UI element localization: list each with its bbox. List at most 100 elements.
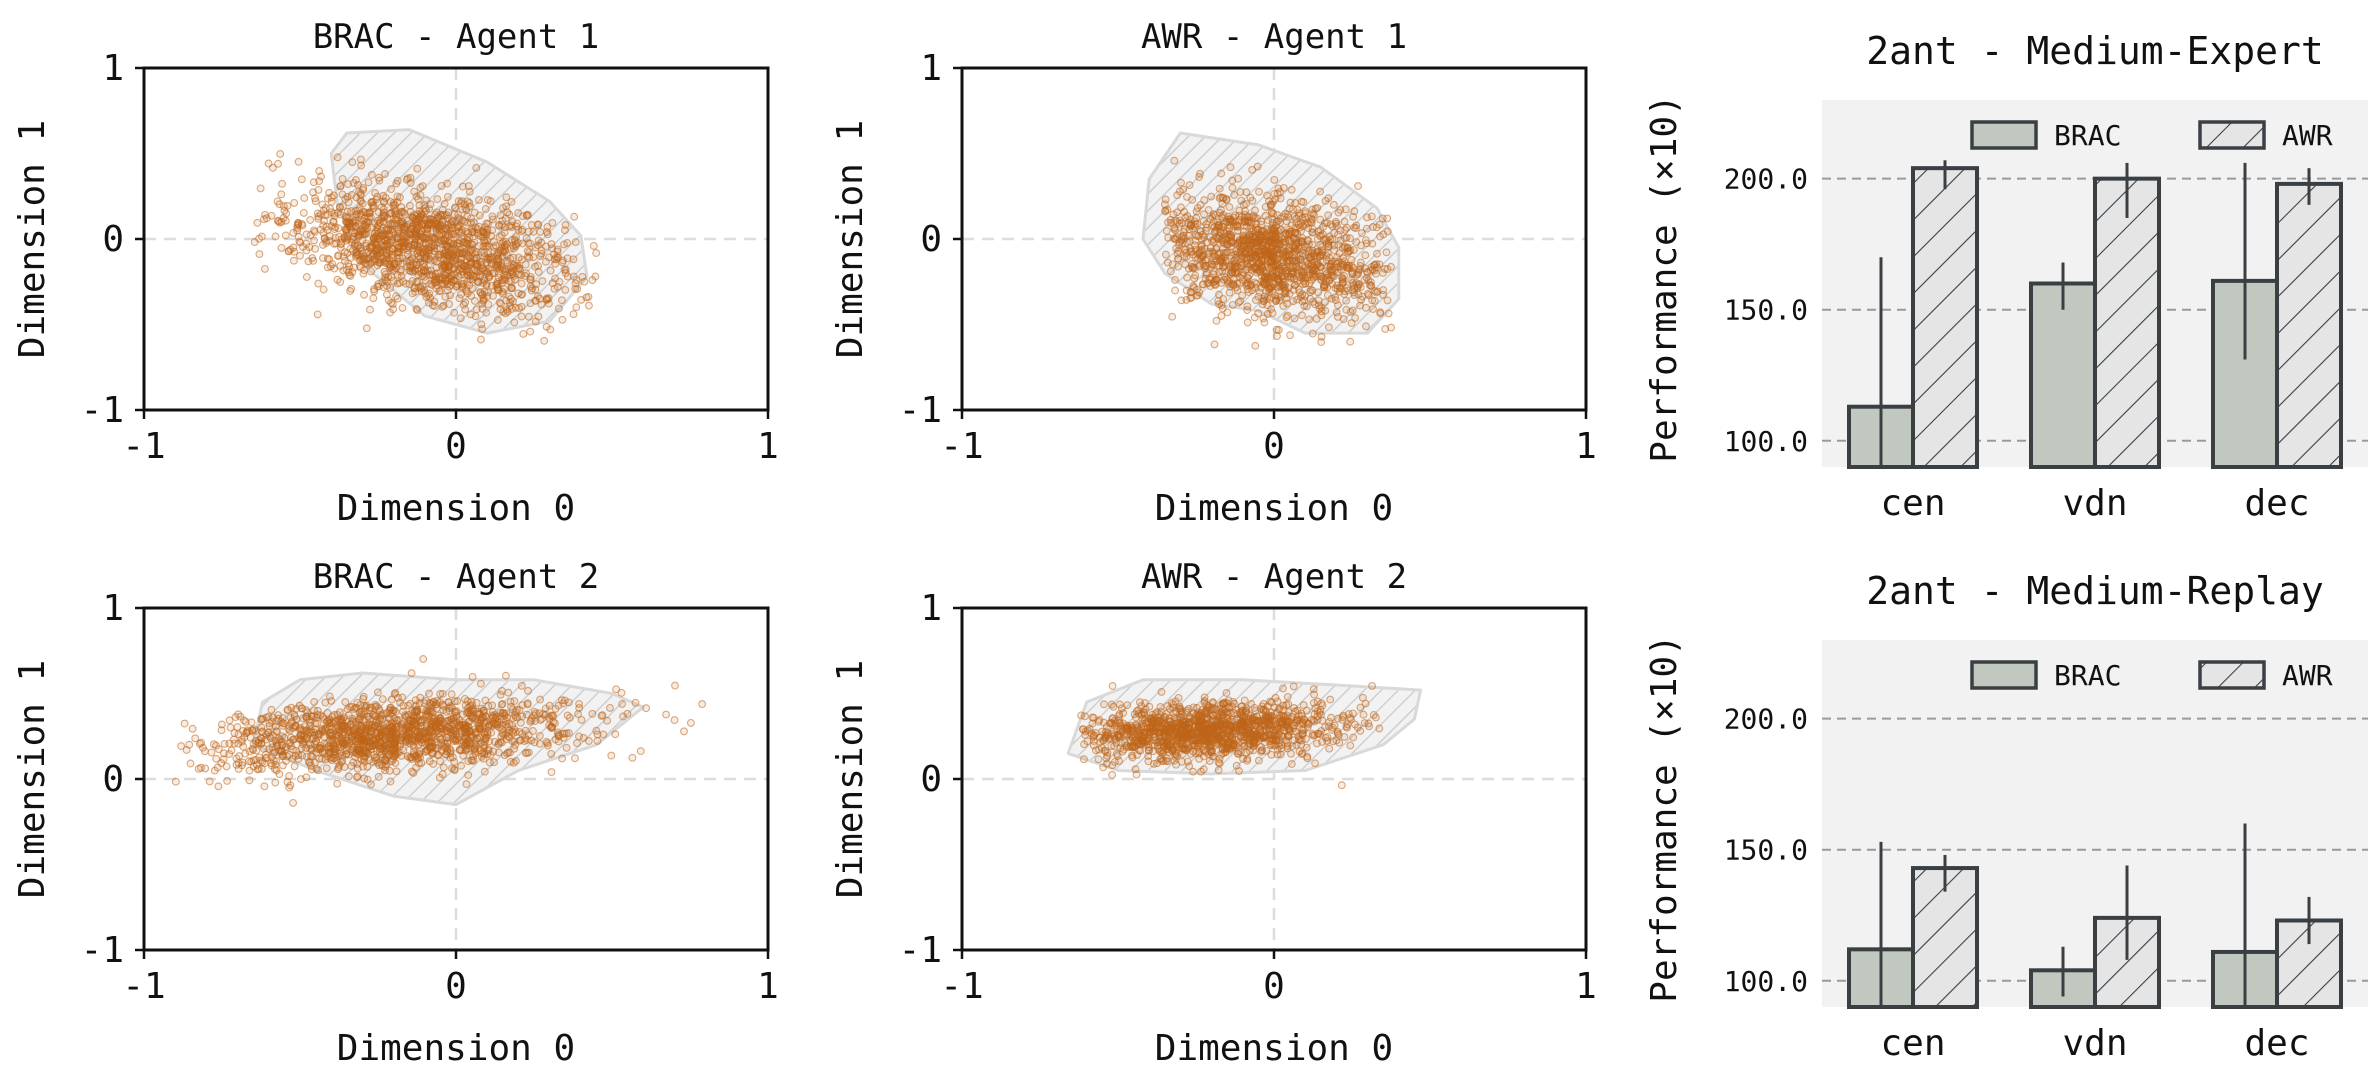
- scatter-point: [1287, 760, 1296, 768]
- scatter-point: [348, 158, 357, 167]
- scatter-point: [1208, 213, 1217, 221]
- scatter-point: [407, 224, 416, 233]
- scatter-point: [1253, 162, 1262, 171]
- scatter-point: [290, 198, 299, 207]
- scatter-point: [511, 741, 520, 750]
- scatter-point: [271, 232, 280, 241]
- scatter-point: [570, 212, 579, 221]
- scatter-point: [607, 751, 616, 760]
- scatter-point: [1184, 218, 1193, 227]
- scatter-point: [1321, 298, 1329, 307]
- scatter-point: [521, 734, 530, 742]
- scatter-point: [1274, 325, 1283, 334]
- scatter-point: [1274, 283, 1283, 292]
- scatter-point: [450, 210, 459, 219]
- scatter-point: [449, 245, 457, 254]
- scatter-point: [1226, 163, 1235, 172]
- scatter-point: [1319, 282, 1328, 291]
- scatter-point: [1212, 257, 1221, 266]
- scatter-point: [392, 292, 400, 301]
- scatter-point: [386, 777, 395, 786]
- scatter-point: [505, 292, 513, 301]
- scatter-point: [338, 736, 347, 745]
- scatter-point: [438, 770, 447, 779]
- scatter-point: [1197, 235, 1206, 244]
- scatter-point: [1229, 281, 1238, 290]
- scatter-point: [1172, 760, 1181, 769]
- scatter-point: [1215, 290, 1223, 299]
- scatter-point: [488, 701, 497, 710]
- scatter-point: [548, 218, 557, 227]
- scatter-point: [465, 187, 474, 196]
- scatter-point: [1243, 216, 1252, 225]
- scatter-point: [310, 758, 319, 767]
- scatter-point: [443, 733, 451, 742]
- scatter-point: [686, 718, 695, 727]
- scatter-point: [563, 711, 572, 720]
- scatter-point: [373, 244, 382, 253]
- scatter-point: [1254, 309, 1263, 318]
- y-tick-label: 100.0: [1724, 425, 1808, 458]
- scatter-point: [558, 315, 567, 324]
- scatter-point: [1361, 251, 1370, 260]
- scatter-point: [507, 283, 516, 292]
- scatter-point: [494, 739, 503, 748]
- scatter-point: [1346, 337, 1355, 346]
- scatter-point: [225, 739, 234, 748]
- scatter-point: [1287, 227, 1296, 236]
- scatter-point: [440, 199, 449, 208]
- scatter-point: [277, 243, 286, 252]
- scatter-point: [571, 754, 579, 763]
- scatter-point: [346, 272, 355, 280]
- scatter-point: [410, 266, 419, 275]
- scatter-point: [526, 239, 534, 248]
- scatter-point: [366, 305, 374, 314]
- scatter-point: [1304, 236, 1313, 245]
- y-tick-label: -1: [81, 930, 124, 971]
- scatter-point: [298, 242, 307, 251]
- scatter-point: [354, 727, 363, 736]
- scatter-point: [258, 714, 267, 723]
- scatter-point: [326, 262, 335, 271]
- scatter-point: [395, 248, 404, 256]
- scatter-point: [499, 248, 508, 257]
- scatter-point: [331, 724, 340, 733]
- scatter-point: [458, 283, 467, 292]
- scatter-point: [214, 745, 223, 754]
- scatter-point: [262, 730, 271, 739]
- scatter-point: [296, 251, 304, 260]
- scatter-point: [283, 201, 292, 210]
- scatter-point: [1180, 207, 1189, 216]
- scatter-point: [502, 202, 511, 211]
- x-axis-label: Dimension 0: [337, 1028, 575, 1069]
- y-tick-label: 0: [920, 219, 942, 260]
- scatter-point: [386, 283, 395, 292]
- scatter-point: [328, 736, 337, 745]
- scatter-point: [463, 267, 472, 276]
- scatter-point: [569, 310, 578, 319]
- scatter-point: [1276, 218, 1285, 227]
- scatter-point: [423, 244, 432, 253]
- scatter-point: [1350, 291, 1359, 300]
- scatter-point: [504, 688, 513, 697]
- panel-title: 2ant - Medium-Expert: [1866, 29, 2324, 73]
- scatter-point: [230, 729, 239, 738]
- scatter-point: [457, 228, 466, 237]
- scatter-point: [382, 250, 391, 259]
- panel-title: BRAC - Agent 2: [313, 557, 600, 597]
- scatter-point: [1223, 308, 1232, 317]
- scatter-point: [364, 178, 373, 187]
- scatter-point: [509, 244, 518, 253]
- scatter-point: [1307, 286, 1315, 294]
- panel-title: AWR - Agent 1: [1141, 17, 1407, 57]
- scatter-point: [458, 182, 467, 191]
- scatter-point: [432, 738, 441, 746]
- scatter-point: [502, 709, 510, 718]
- scatter-point: [1240, 249, 1249, 258]
- scatter-point: [571, 238, 580, 247]
- scatter-point: [405, 753, 414, 762]
- scatter-point: [494, 255, 503, 264]
- scatter-point: [262, 214, 271, 223]
- scatter-point: [528, 284, 536, 293]
